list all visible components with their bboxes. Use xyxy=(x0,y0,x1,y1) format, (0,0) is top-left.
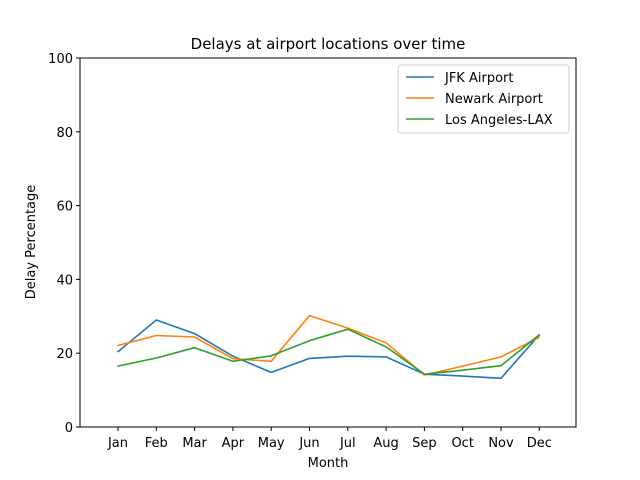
x-tick-label: Oct xyxy=(451,436,473,451)
x-tick-label: Jan xyxy=(107,436,128,451)
x-tick-label: Sep xyxy=(412,436,437,451)
x-axis-label: Month xyxy=(308,456,349,471)
x-tick-label: Mar xyxy=(182,436,207,451)
y-tick-label: 40 xyxy=(56,273,73,288)
x-tick-label: Nov xyxy=(488,436,514,451)
plot-area: Jan Feb Mar Apr May Jun Jul Aug Sep Oct Nov Dec 0 20 4… xyxy=(48,52,577,451)
y-axis-label: Delay Percentage xyxy=(24,185,39,300)
legend-label-2: Los Angeles-LAX xyxy=(445,113,553,128)
chart-title: Delays at airport locations over time xyxy=(191,35,466,53)
y-tick-label: 100 xyxy=(48,52,73,67)
y-tick-label: 80 xyxy=(56,126,73,141)
series-line-2 xyxy=(117,328,541,376)
x-tick-label: May xyxy=(258,436,285,451)
legend-label-0: JFK Airport xyxy=(444,71,513,86)
y-tick-label: 20 xyxy=(56,347,73,362)
x-tick-label: Aug xyxy=(373,436,398,451)
x-tick-label: Dec xyxy=(527,436,552,451)
legend-label-1: Newark Airport xyxy=(445,92,543,107)
legend: JFK Airport Newark Airport Los Angeles-LAX xyxy=(397,64,570,134)
x-tick-label: Jun xyxy=(298,436,319,451)
x-tick-label: Feb xyxy=(145,436,168,451)
series-line-1 xyxy=(117,314,541,376)
y-tick-label: 0 xyxy=(65,421,73,436)
series-line-0 xyxy=(117,319,541,380)
y-tick-label: 60 xyxy=(56,200,73,215)
legend-box xyxy=(397,64,570,134)
x-tick-label: Apr xyxy=(222,436,245,451)
plot-frame xyxy=(79,57,577,428)
x-tick-label: Jul xyxy=(339,436,356,451)
